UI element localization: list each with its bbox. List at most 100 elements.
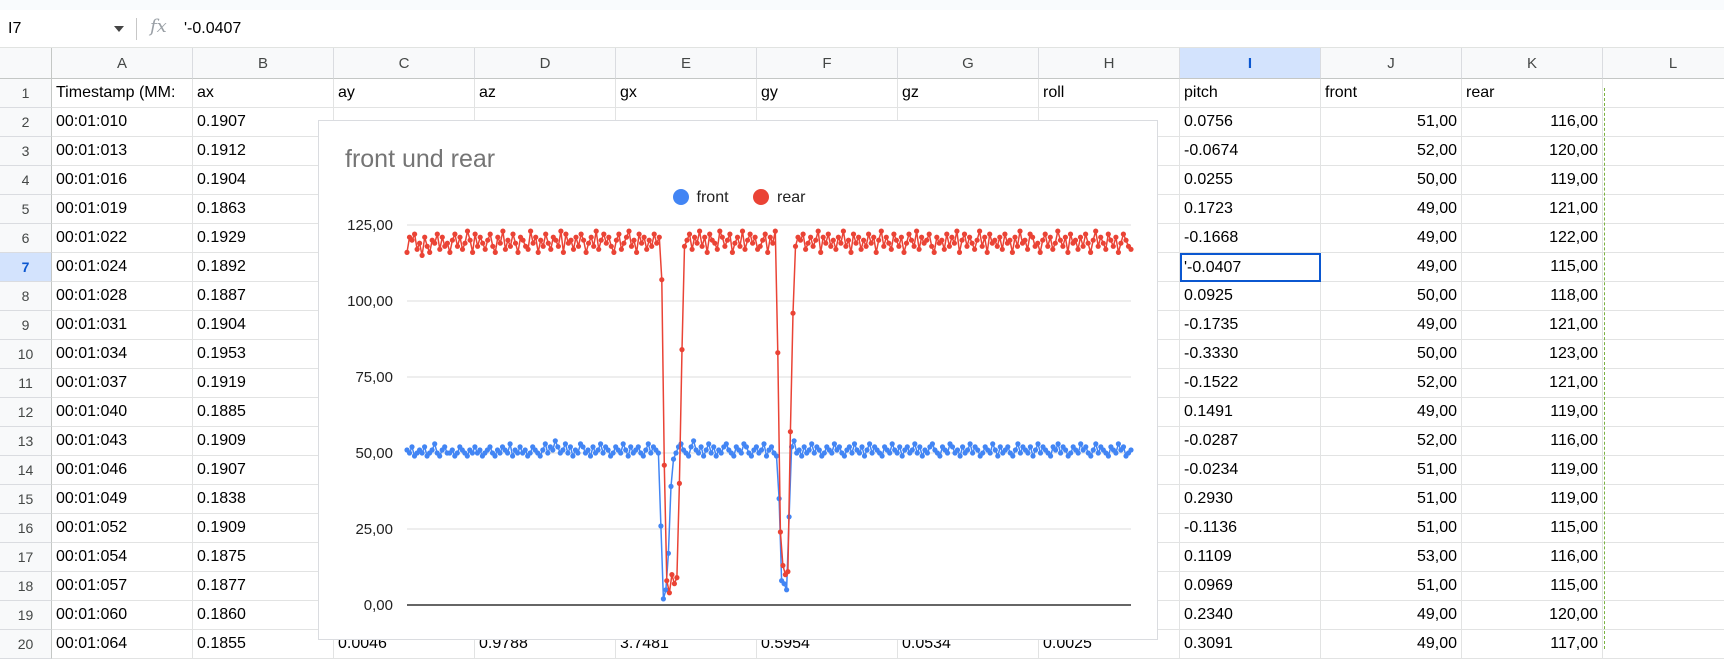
cell-i15[interactable]: 0.2930 [1180,485,1321,514]
cell-a3[interactable]: 00:01:013 [52,137,193,166]
cell-k6[interactable]: 122,00 [1462,224,1603,253]
cell-a8[interactable]: 00:01:028 [52,282,193,311]
row-header-17[interactable]: 17 [0,543,52,572]
cell-l19[interactable] [1603,601,1724,630]
cell-l9[interactable] [1603,311,1724,340]
cell-b20[interactable]: 0.1855 [193,630,334,659]
cell-a10[interactable]: 00:01:034 [52,340,193,369]
cell-b18[interactable]: 0.1877 [193,572,334,601]
cell-a2[interactable]: 00:01:010 [52,108,193,137]
cell-i18[interactable]: 0.0969 [1180,572,1321,601]
cell-a1[interactable]: Timestamp (MM: [52,79,193,108]
cell-j20[interactable]: 49,00 [1321,630,1462,659]
cell-a19[interactable]: 00:01:060 [52,601,193,630]
cell-j13[interactable]: 52,00 [1321,427,1462,456]
cell-i20[interactable]: 0.3091 [1180,630,1321,659]
cell-k10[interactable]: 123,00 [1462,340,1603,369]
cell-b16[interactable]: 0.1909 [193,514,334,543]
column-header-b[interactable]: B [193,48,334,79]
cell-a7[interactable]: 00:01:024 [52,253,193,282]
row-header-18[interactable]: 18 [0,572,52,601]
row-header-2[interactable]: 2 [0,108,52,137]
column-header-a[interactable]: A [52,48,193,79]
cell-d1[interactable]: az [475,79,616,108]
cell-i17[interactable]: 0.1109 [1180,543,1321,572]
cell-g1[interactable]: gz [898,79,1039,108]
column-header-e[interactable]: E [616,48,757,79]
cell-l11[interactable] [1603,369,1724,398]
cell-k8[interactable]: 118,00 [1462,282,1603,311]
cell-b14[interactable]: 0.1907 [193,456,334,485]
cell-a17[interactable]: 00:01:054 [52,543,193,572]
cell-b3[interactable]: 0.1912 [193,137,334,166]
cell-k9[interactable]: 121,00 [1462,311,1603,340]
cell-k18[interactable]: 115,00 [1462,572,1603,601]
cell-k20[interactable]: 117,00 [1462,630,1603,659]
cell-a12[interactable]: 00:01:040 [52,398,193,427]
cell-b5[interactable]: 0.1863 [193,195,334,224]
cell-i2[interactable]: 0.0756 [1180,108,1321,137]
cell-k16[interactable]: 115,00 [1462,514,1603,543]
row-header-8[interactable]: 8 [0,282,52,311]
cell-i9[interactable]: -0.1735 [1180,311,1321,340]
column-header-j[interactable]: J [1321,48,1462,79]
cell-i10[interactable]: -0.3330 [1180,340,1321,369]
cell-j3[interactable]: 52,00 [1321,137,1462,166]
cell-j7[interactable]: 49,00 [1321,253,1462,282]
cell-e1[interactable]: gx [616,79,757,108]
cell-a18[interactable]: 00:01:057 [52,572,193,601]
cell-j1[interactable]: front [1321,79,1462,108]
legend-item-rear[interactable]: rear [753,189,805,207]
column-header-h[interactable]: H [1039,48,1180,79]
cell-l6[interactable] [1603,224,1724,253]
row-header-5[interactable]: 5 [0,195,52,224]
cell-i4[interactable]: 0.0255 [1180,166,1321,195]
cell-j12[interactable]: 49,00 [1321,398,1462,427]
cell-j10[interactable]: 50,00 [1321,340,1462,369]
cell-j8[interactable]: 50,00 [1321,282,1462,311]
cell-l13[interactable] [1603,427,1724,456]
cell-l3[interactable] [1603,137,1724,166]
active-cell[interactable]: '-0.0407 [1180,253,1321,282]
column-header-k[interactable]: K [1462,48,1603,79]
cell-l4[interactable] [1603,166,1724,195]
row-header-14[interactable]: 14 [0,456,52,485]
column-header-d[interactable]: D [475,48,616,79]
cell-a14[interactable]: 00:01:046 [52,456,193,485]
cell-j14[interactable]: 51,00 [1321,456,1462,485]
cell-i19[interactable]: 0.2340 [1180,601,1321,630]
cell-f1[interactable]: gy [757,79,898,108]
cell-a13[interactable]: 00:01:043 [52,427,193,456]
cell-b2[interactable]: 0.1907 [193,108,334,137]
column-header-g[interactable]: G [898,48,1039,79]
cell-j9[interactable]: 49,00 [1321,311,1462,340]
cell-l20[interactable] [1603,630,1724,659]
cell-b19[interactable]: 0.1860 [193,601,334,630]
cell-j4[interactable]: 50,00 [1321,166,1462,195]
cell-i8[interactable]: 0.0925 [1180,282,1321,311]
cell-j16[interactable]: 51,00 [1321,514,1462,543]
cell-b6[interactable]: 0.1929 [193,224,334,253]
legend-item-front[interactable]: front [672,189,729,207]
cell-b8[interactable]: 0.1887 [193,282,334,311]
cell-k12[interactable]: 119,00 [1462,398,1603,427]
row-header-16[interactable]: 16 [0,514,52,543]
cell-k2[interactable]: 116,00 [1462,108,1603,137]
row-header-7[interactable]: 7 [0,253,52,282]
name-box[interactable]: I7 [8,18,130,40]
cell-j19[interactable]: 49,00 [1321,601,1462,630]
cell-l1[interactable] [1603,79,1724,108]
cell-l17[interactable] [1603,543,1724,572]
cell-j2[interactable]: 51,00 [1321,108,1462,137]
cell-i12[interactable]: 0.1491 [1180,398,1321,427]
cell-l14[interactable] [1603,456,1724,485]
row-header-10[interactable]: 10 [0,340,52,369]
cell-k17[interactable]: 116,00 [1462,543,1603,572]
cell-l12[interactable] [1603,398,1724,427]
cell-b17[interactable]: 0.1875 [193,543,334,572]
cell-i5[interactable]: 0.1723 [1180,195,1321,224]
cell-j18[interactable]: 51,00 [1321,572,1462,601]
cell-l10[interactable] [1603,340,1724,369]
cell-a16[interactable]: 00:01:052 [52,514,193,543]
cell-a5[interactable]: 00:01:019 [52,195,193,224]
